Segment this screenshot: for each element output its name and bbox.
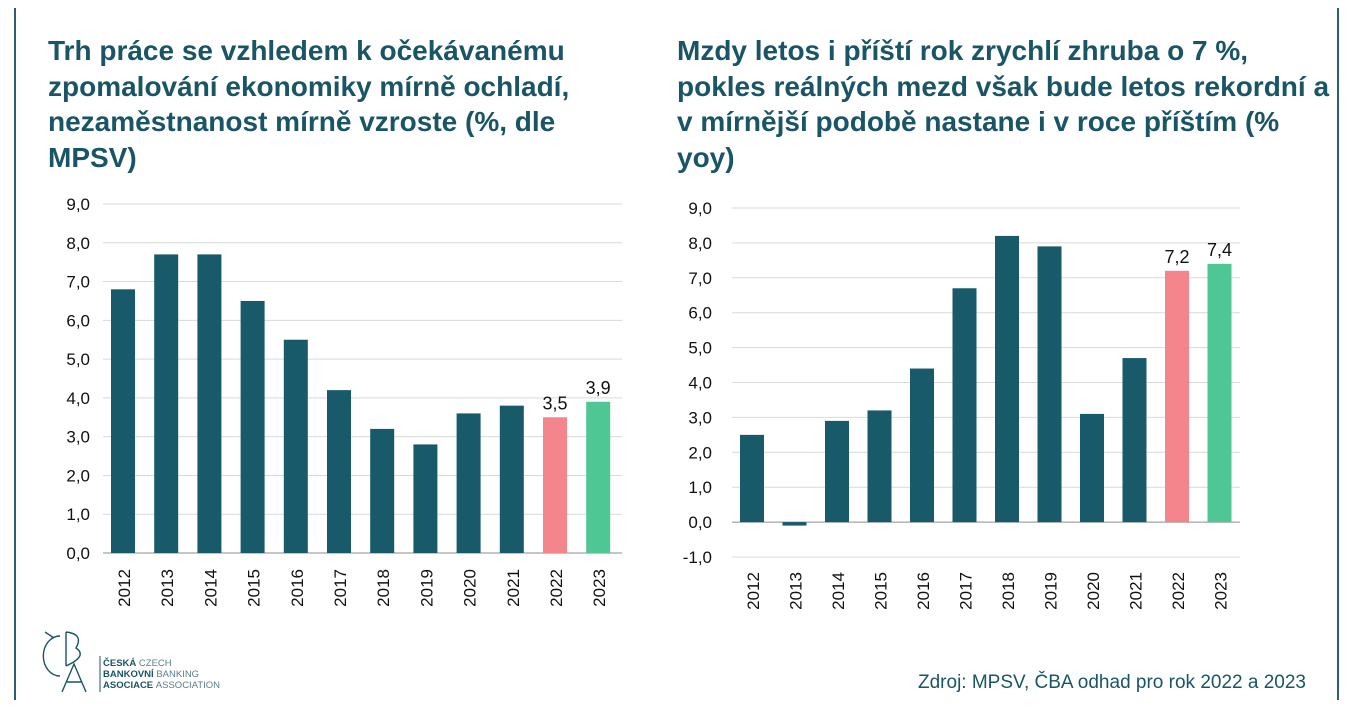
data-label-2023: 7,4 xyxy=(1207,240,1232,260)
bar-2023 xyxy=(586,401,611,553)
y-tick-label: 2,0 xyxy=(688,443,712,462)
y-tick-label: 6,0 xyxy=(688,304,712,323)
bar-2015 xyxy=(867,410,892,523)
right-border-line xyxy=(1337,8,1339,700)
y-tick-label: 2,0 xyxy=(66,466,90,485)
x-tick-label: 2021 xyxy=(504,569,523,607)
bar-2012 xyxy=(740,434,764,523)
logo-text-line: BANKOVNÍ BANKING xyxy=(103,669,199,680)
left-border-line xyxy=(14,8,16,700)
bar-2017 xyxy=(952,288,977,523)
x-tick-label: 2013 xyxy=(158,569,177,607)
source-note: Zdroj: MPSV, ČBA odhad pro rok 2022 a 20… xyxy=(918,672,1306,693)
y-tick-label: 0,0 xyxy=(688,513,712,532)
x-tick-label: 2022 xyxy=(1169,572,1188,610)
x-tick-label: 2017 xyxy=(331,569,350,607)
bar-2016 xyxy=(910,368,934,523)
y-tick-label: 7,0 xyxy=(688,269,712,288)
x-tick-label: 2014 xyxy=(201,569,220,607)
y-tick-label: 4,0 xyxy=(688,374,712,393)
bar-2020 xyxy=(1080,413,1104,523)
y-tick-label: 8,0 xyxy=(688,234,712,253)
bar-2019 xyxy=(1037,246,1062,523)
data-label-2023: 3,9 xyxy=(586,378,611,398)
y-tick-label: 5,0 xyxy=(688,339,712,358)
x-tick-label: 2012 xyxy=(744,572,763,610)
y-tick-label: 5,0 xyxy=(66,350,90,369)
y-tick-label: 9,0 xyxy=(66,195,90,214)
y-tick-label: 9,0 xyxy=(688,199,712,218)
bar-2013 xyxy=(154,254,179,553)
x-tick-label: 2020 xyxy=(461,569,480,607)
x-tick-label: 2023 xyxy=(590,569,609,607)
bar-2022 xyxy=(543,417,567,553)
x-tick-label: 2023 xyxy=(1212,572,1231,610)
data-label-2022: 3,5 xyxy=(542,393,567,413)
unemployment-bar-chart: 0,0 1,0 2,0 3,0 4,0 5,0 6,0 7,0 8,0 9,0 2012 2013 20… xyxy=(66,195,622,607)
x-tick-label: 2018 xyxy=(374,569,393,607)
chart-title-wages: Mzdy letos i příští rok zrychlí zhruba o… xyxy=(677,35,1330,173)
chart-title-unemployment: Trh práce se vzhledem k očekávanému zpom… xyxy=(48,35,570,173)
x-tick-label: 2016 xyxy=(288,569,307,607)
x-tick-label: 2015 xyxy=(245,569,264,607)
logo-text-line: ASOCIACE ASSOCIATION xyxy=(103,680,220,691)
x-tick-label: 2018 xyxy=(999,572,1018,610)
logo-text-line: ČESKÁ CZECH xyxy=(103,657,172,669)
bar-2023 xyxy=(1207,263,1232,523)
bar-2016 xyxy=(283,339,308,553)
bar-2022 xyxy=(1165,270,1189,523)
bar-2015 xyxy=(240,300,265,553)
x-tick-label: 2019 xyxy=(417,569,436,607)
x-tick-label: 2017 xyxy=(957,572,976,610)
x-tick-label: 2022 xyxy=(547,569,566,607)
y-tick-label: 3,0 xyxy=(688,408,712,427)
y-tick-label: -1,0 xyxy=(683,548,712,567)
x-tick-label: 2014 xyxy=(829,572,848,610)
x-tick-label: 2021 xyxy=(1127,572,1146,610)
bar-2019 xyxy=(413,444,438,553)
y-tick-label: 3,0 xyxy=(66,428,90,447)
bar-2017 xyxy=(327,390,351,553)
y-tick-label: 0,0 xyxy=(66,544,90,563)
cba-logo-mark xyxy=(42,631,87,693)
bar-2018 xyxy=(370,428,395,553)
x-tick-label: 2016 xyxy=(914,572,933,610)
bar-2014 xyxy=(825,420,849,523)
x-tick-label: 2020 xyxy=(1084,572,1103,610)
bar-2012 xyxy=(111,289,135,553)
y-tick-label: 7,0 xyxy=(66,273,90,292)
x-tick-label: 2019 xyxy=(1042,572,1061,610)
x-tick-label: 2015 xyxy=(872,572,891,610)
bar-2020 xyxy=(456,413,481,553)
bar-2021 xyxy=(1122,358,1147,523)
y-tick-label: 1,0 xyxy=(66,505,90,524)
y-tick-label: 8,0 xyxy=(66,234,90,253)
x-tick-label: 2013 xyxy=(787,572,806,610)
bar-2021 xyxy=(499,405,524,553)
bar-2013 xyxy=(782,522,807,526)
bar-2014 xyxy=(197,254,222,553)
y-tick-label: 1,0 xyxy=(688,478,712,497)
y-tick-label: 6,0 xyxy=(66,311,90,330)
bar-2018 xyxy=(995,235,1019,523)
data-label-2022: 7,2 xyxy=(1164,247,1189,267)
y-tick-label: 4,0 xyxy=(66,389,90,408)
x-tick-label: 2012 xyxy=(115,569,134,607)
